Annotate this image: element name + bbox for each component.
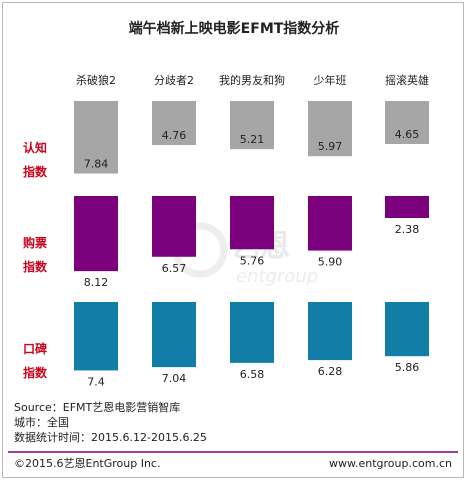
copyright-text: ©2015.6艺恩EntGroup Inc. bbox=[14, 457, 160, 470]
bar bbox=[308, 101, 352, 157]
bar bbox=[152, 196, 196, 257]
category-label: 分歧者2 bbox=[154, 74, 194, 87]
metric-row: 认知指数 7.84 4.76 5.21 5.97 4.65 bbox=[23, 101, 429, 179]
metric-rows: 认知指数 7.84 4.76 5.21 5.97 4.65 购票指数 8.12 6.57 5.76… bbox=[23, 101, 429, 388]
category-label: 杀破狼2 bbox=[76, 73, 116, 87]
city-line: 城市：全国 bbox=[14, 415, 69, 429]
bar bbox=[152, 302, 196, 368]
data-label: 8.12 bbox=[84, 276, 109, 289]
data-label: 7.04 bbox=[162, 372, 187, 385]
bar bbox=[74, 196, 118, 272]
data-label: 6.57 bbox=[162, 262, 187, 275]
bar bbox=[385, 101, 429, 145]
bar bbox=[385, 196, 429, 219]
bar bbox=[308, 196, 352, 251]
website-link[interactable]: www.entgroup.com.cn bbox=[329, 457, 452, 470]
category-label: 少年班 bbox=[314, 73, 347, 87]
data-label: 2.38 bbox=[395, 223, 420, 236]
period-line: 数据统计时间：2015.6.12-2015.6.25 bbox=[14, 430, 207, 444]
metric-row: 口碑指数 7.4 7.04 6.58 6.28 5.86 bbox=[23, 302, 429, 388]
source-block: Source：EFMT艺恩电影营销智库 城市：全国 数据统计时间：2015.6.… bbox=[14, 400, 207, 444]
row-label: 购票指数 bbox=[23, 235, 48, 274]
bar bbox=[230, 302, 274, 363]
bar bbox=[230, 101, 274, 150]
bar bbox=[74, 302, 118, 371]
data-label: 6.58 bbox=[240, 368, 265, 381]
data-label: 7.4 bbox=[87, 375, 105, 388]
data-label: 6.28 bbox=[318, 365, 343, 378]
data-label: 5.86 bbox=[395, 361, 420, 374]
data-label: 5.97 bbox=[318, 140, 343, 153]
data-label: 7.84 bbox=[84, 158, 109, 171]
bar bbox=[308, 302, 352, 361]
chart-title: 端午档新上映电影EFMT指数分析 bbox=[129, 20, 340, 37]
row-label: 认知指数 bbox=[23, 140, 48, 179]
data-label: 4.65 bbox=[395, 128, 420, 141]
watermark-en: entgroup bbox=[236, 266, 318, 287]
data-label: 5.90 bbox=[318, 256, 343, 269]
metric-row: 购票指数 8.12 6.57 5.76 5.90 2.38 bbox=[23, 196, 429, 289]
category-label: 摇滚英雄 bbox=[385, 73, 429, 87]
bar bbox=[385, 302, 429, 357]
category-labels: 杀破狼2 分歧者2 我的男友和狗 少年班 摇滚英雄 bbox=[76, 73, 429, 87]
bar bbox=[74, 101, 118, 174]
row-label: 口碑指数 bbox=[23, 341, 48, 380]
bar bbox=[152, 101, 196, 146]
data-label: 5.76 bbox=[240, 254, 265, 267]
data-label: 4.76 bbox=[162, 129, 187, 142]
bar bbox=[230, 196, 274, 250]
data-label: 5.21 bbox=[240, 133, 265, 146]
category-label: 我的男友和狗 bbox=[219, 73, 285, 87]
source-line: Source：EFMT艺恩电影营销智库 bbox=[14, 400, 180, 414]
